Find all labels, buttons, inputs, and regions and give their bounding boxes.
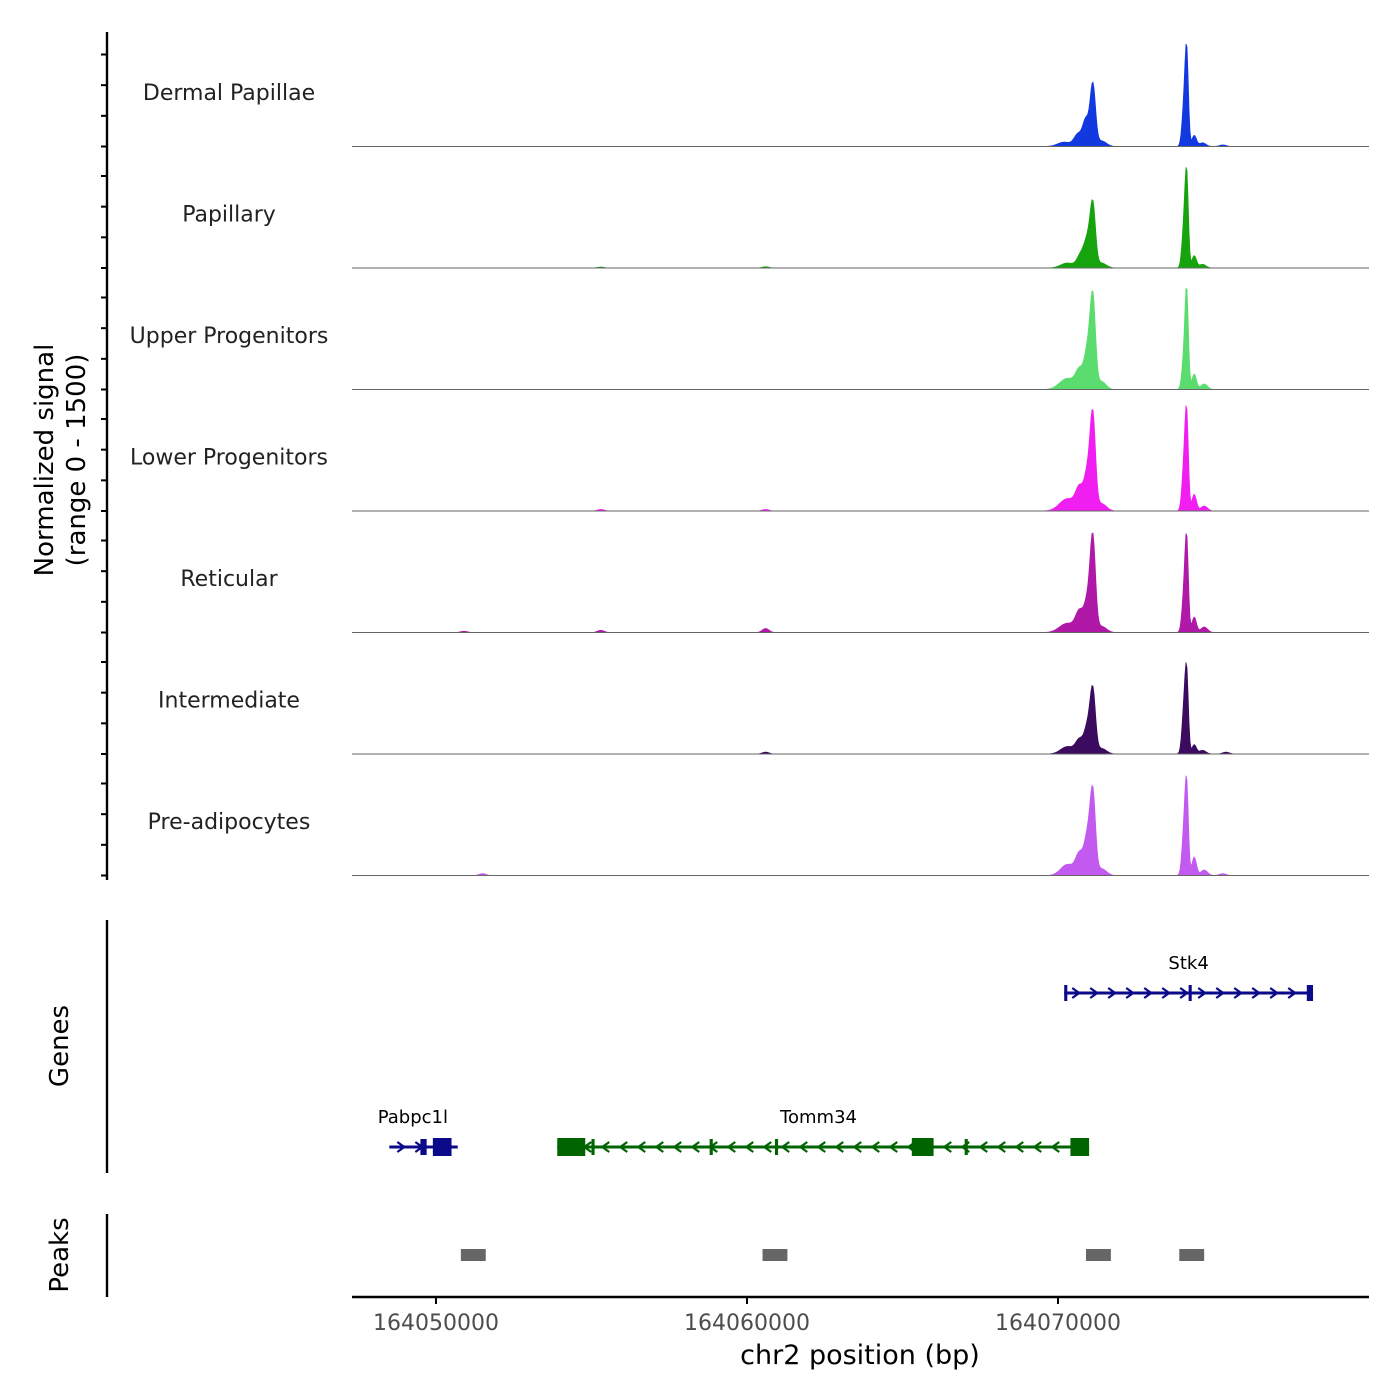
strand-arrow [1032, 1141, 1042, 1153]
gene-exon [911, 1138, 934, 1156]
gene-tomm34: Tomm34 [557, 1107, 1090, 1156]
strand-arrow [1251, 987, 1262, 999]
signal-area [352, 405, 1369, 512]
track-upper-progenitors: Upper Progenitors [130, 287, 1369, 390]
strand-arrow [636, 1141, 646, 1153]
strand-arrow [1125, 987, 1136, 999]
peak-region [1179, 1249, 1205, 1261]
strand-arrow [1071, 987, 1082, 999]
strand-arrow [1107, 987, 1118, 999]
gene-label: Pabpc1l [378, 1107, 448, 1128]
track-lower-progenitors: Lower Progenitors [130, 405, 1369, 512]
strand-arrow [672, 1141, 682, 1153]
strand-arrow [1143, 987, 1154, 999]
strand-arrow [1287, 987, 1298, 999]
signal-area [352, 287, 1369, 390]
track-intermediate: Intermediate [158, 662, 1369, 755]
gene-exon [1188, 985, 1192, 1001]
gene-stk4: Stk4 [1064, 953, 1314, 1001]
track-label: Pre-adipocytes [148, 810, 311, 835]
gene-exon [774, 1139, 779, 1155]
track-pre-adipocytes: Pre-adipocytes [148, 775, 1369, 876]
strand-arrow [1215, 987, 1226, 999]
track-label: Intermediate [158, 689, 300, 714]
peak-region [460, 1249, 486, 1261]
gene-exon [1070, 1138, 1090, 1156]
strand-arrow [744, 1141, 754, 1153]
track-label: Reticular [180, 567, 278, 592]
track-label: Papillary [182, 203, 276, 228]
gene-label: Stk4 [1168, 953, 1208, 974]
gene-exon [432, 1138, 452, 1156]
strand-arrow [396, 1141, 407, 1153]
signal-axis-ticks [101, 53, 107, 877]
strand-arrow [1269, 987, 1280, 999]
track-dermal-papillae: Dermal Papillae [143, 43, 1369, 147]
genes-title-group: Genes [45, 1005, 75, 1087]
strand-arrow [852, 1141, 862, 1153]
track-label: Upper Progenitors [130, 324, 329, 349]
gene-exon [557, 1138, 586, 1156]
x-axis-ticks: 164050000 164060000 164070000 [373, 1297, 1121, 1336]
gene-exon [709, 1139, 713, 1155]
signal-y-subtitle-group: (range 0 - 1500) [62, 354, 92, 567]
peak-region [762, 1249, 788, 1261]
strand-arrow [816, 1141, 826, 1153]
strand-arrow [1161, 987, 1172, 999]
strand-arrow [618, 1141, 628, 1153]
strand-arrow [690, 1141, 700, 1153]
strand-arrow [888, 1141, 898, 1153]
signal-y-title: Normalized signal [30, 344, 60, 577]
strand-arrow [726, 1141, 736, 1153]
strand-arrow [1014, 1141, 1024, 1153]
strand-arrow [762, 1141, 772, 1153]
strand-arrow [798, 1141, 808, 1153]
signal-y-subtitle: (range 0 - 1500) [62, 354, 92, 567]
peak-region-track [460, 1249, 1205, 1261]
genes-title: Genes [45, 1005, 75, 1087]
track-label: Lower Progenitors [130, 446, 328, 471]
strand-arrow [1197, 987, 1208, 999]
strand-arrow [780, 1141, 790, 1153]
signal-y-title-group: Normalized signal [30, 344, 60, 577]
strand-arrow [942, 1141, 952, 1153]
track-reticular: Reticular [180, 532, 1369, 633]
strand-arrow [834, 1141, 844, 1153]
strand-arrow [1089, 987, 1100, 999]
gene-annotation-track: Stk4 Pabpc1l Tomm34 [378, 953, 1314, 1156]
strand-arrow [870, 1141, 880, 1153]
strand-arrow [654, 1141, 664, 1153]
signal-area [352, 532, 1369, 633]
gene-exon [420, 1139, 427, 1155]
signal-area [352, 775, 1369, 876]
peaks-title: Peaks [45, 1217, 75, 1292]
signal-area [352, 43, 1369, 147]
gene-exon [1306, 985, 1314, 1001]
strand-arrow [600, 1141, 610, 1153]
peak-region [1085, 1249, 1111, 1261]
gene-label: Tomm34 [779, 1107, 857, 1128]
strand-arrow [1233, 987, 1244, 999]
x-tick-label: 164060000 [684, 1311, 810, 1336]
gene-exon [1064, 985, 1068, 1001]
strand-arrow [1179, 987, 1190, 999]
peaks-title-group: Peaks [45, 1217, 75, 1292]
signal-area [352, 662, 1369, 755]
strand-arrow [996, 1141, 1006, 1153]
strand-arrow [1050, 1141, 1060, 1153]
gene-exon [964, 1139, 968, 1155]
signal-area [352, 167, 1369, 269]
gene-exon [591, 1139, 595, 1155]
x-axis-title: chr2 position (bp) [740, 1340, 980, 1371]
x-tick-label: 164070000 [995, 1311, 1121, 1336]
gene-pabpc1l: Pabpc1l [378, 1107, 458, 1156]
strand-arrow [978, 1141, 988, 1153]
track-papillary: Papillary [182, 167, 1369, 269]
track-label: Dermal Papillae [143, 81, 315, 106]
coverage-tracks: Dermal Papillae Papillary Upper Progenitor… [130, 43, 1369, 876]
x-tick-label: 164050000 [373, 1311, 499, 1336]
